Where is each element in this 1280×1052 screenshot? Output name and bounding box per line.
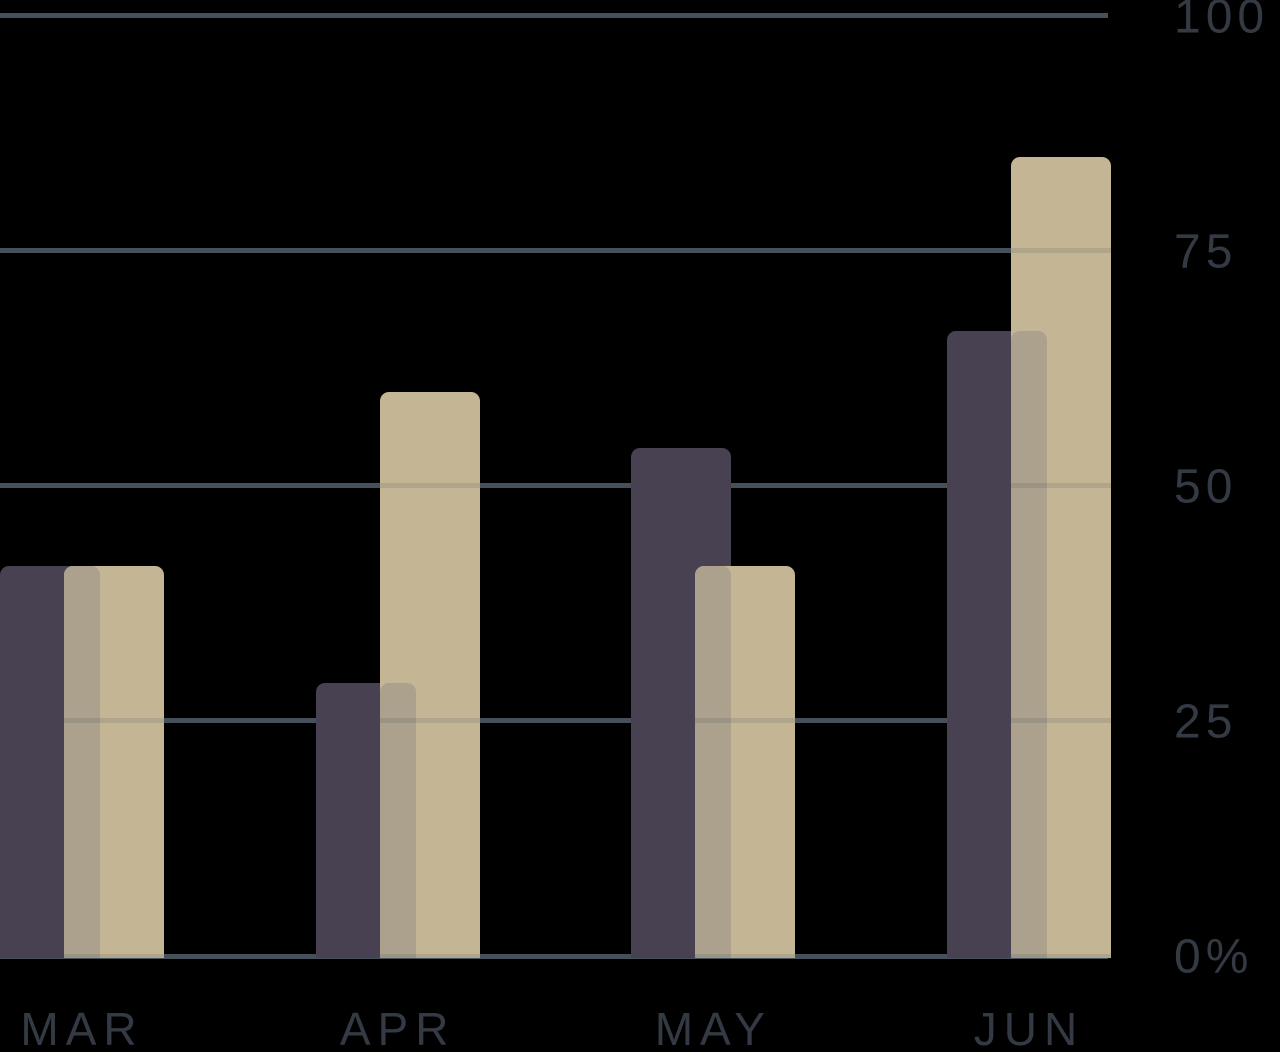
y-axis-tick-label: 100: [1174, 0, 1270, 43]
gridline-25: [0, 718, 1108, 724]
gridline-through-bar: [64, 953, 164, 959]
gridline-through-bar: [695, 718, 796, 724]
x-category-label-apr: APR: [339, 1003, 456, 1052]
gridline-through-bar: [1011, 248, 1111, 254]
gridline-0: [0, 953, 1108, 959]
gridline-through-bar: [379, 718, 480, 724]
gridline-through-bar: [695, 953, 796, 959]
y-axis-tick-label: 0%: [1174, 930, 1254, 984]
bar-may-overlap: [695, 565, 732, 958]
bar-apr-overlap: [379, 683, 416, 958]
gridline-through-bar: [1011, 953, 1111, 959]
x-category-label-may: MAY: [654, 1003, 772, 1052]
y-axis-tick-label: 25: [1174, 695, 1238, 749]
gridline-through-bar: [1011, 483, 1111, 489]
gridline-75: [0, 248, 1108, 254]
gridline-through-bar: [1011, 718, 1111, 724]
gridline-through-bar: [64, 718, 164, 724]
bar-mar-overlap: [64, 565, 100, 958]
y-axis-tick-label: 75: [1174, 225, 1238, 279]
x-category-label-jun: JUN: [973, 1003, 1085, 1052]
x-category-label-mar: MAR: [20, 1003, 144, 1052]
bar-jun-overlap: [1011, 330, 1047, 958]
gridline-through-bar: [379, 953, 480, 959]
y-axis-tick-label: 50: [1174, 460, 1238, 514]
gridline-100: [0, 13, 1108, 18]
gridline-through-bar: [379, 483, 480, 489]
gridline-50: [0, 483, 1108, 489]
